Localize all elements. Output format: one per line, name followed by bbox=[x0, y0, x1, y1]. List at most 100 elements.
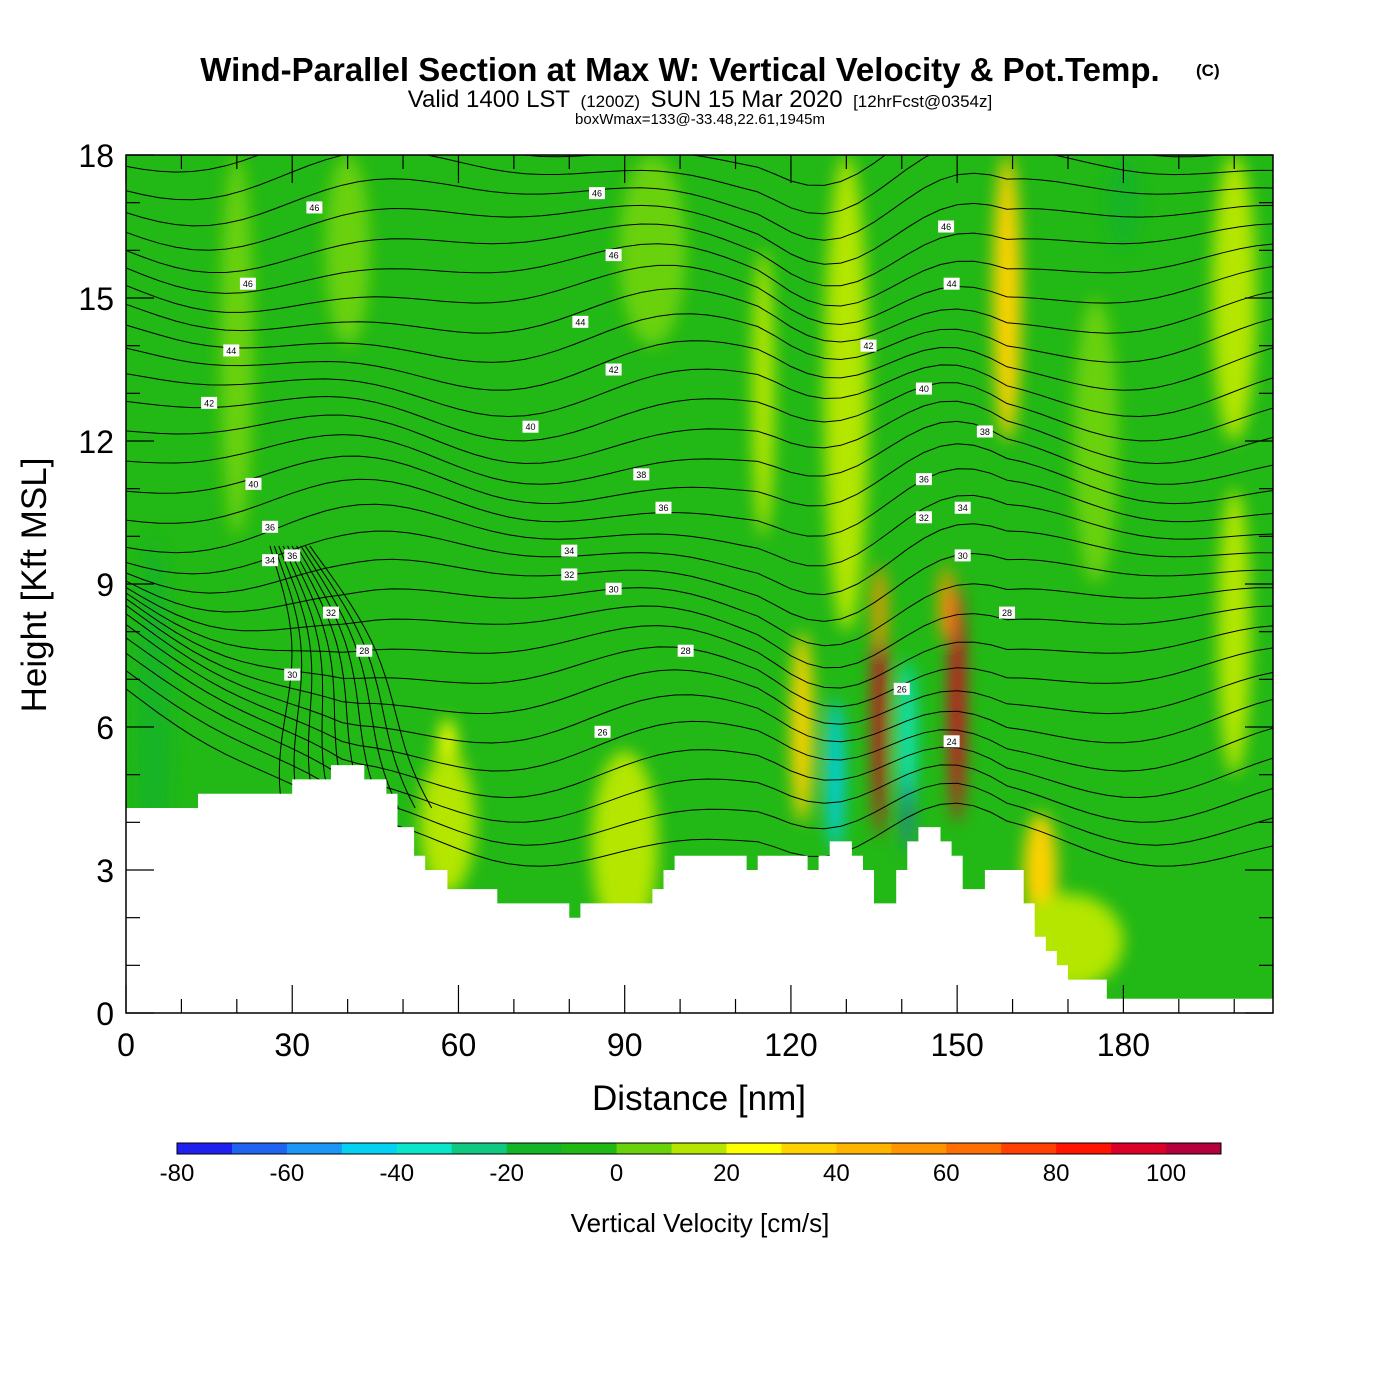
colorbar-swatch bbox=[1056, 1143, 1112, 1154]
contour-label-box bbox=[893, 682, 910, 695]
theta-contours bbox=[126, 155, 1273, 867]
colorbar-swatch bbox=[1001, 1143, 1057, 1154]
contour-label-text: 40 bbox=[525, 422, 535, 432]
theta-contour bbox=[287, 545, 350, 809]
theta-contour bbox=[126, 580, 1273, 647]
velocity-cell bbox=[872, 564, 887, 651]
contour-label-text: 40 bbox=[248, 479, 258, 489]
contour-label-box bbox=[262, 520, 279, 533]
theta-contour bbox=[296, 545, 383, 809]
x-tick-label: 120 bbox=[764, 1027, 817, 1063]
contour-label-box bbox=[284, 668, 301, 681]
plot-area: 46 46 46 46 46 44 44 44 42 42 42 40 40 38 40 38 36 36 36 34… bbox=[126, 155, 1273, 1013]
contour-label-text: 32 bbox=[326, 608, 336, 618]
y-axis-label: Height [Kft MSL] bbox=[15, 458, 54, 713]
theta-contour bbox=[126, 652, 1273, 823]
theta-contour bbox=[126, 287, 1273, 343]
colorbar-swatch bbox=[726, 1143, 782, 1154]
theta-contour bbox=[126, 243, 1273, 307]
theta-contour-labels: 46 46 46 46 46 44 44 44 42 42 42 40 40 38 40 38 36 36 36 34… bbox=[201, 187, 1016, 748]
contour-label-box bbox=[594, 725, 611, 738]
contour-label-text: 34 bbox=[958, 503, 968, 513]
subtitle-forecast: [12hrFcst@0354z] bbox=[853, 92, 992, 111]
contour-label: 40 bbox=[915, 382, 932, 395]
contour-label-box bbox=[561, 544, 578, 557]
contour-label-box bbox=[915, 473, 932, 486]
velocity-cell bbox=[903, 774, 911, 851]
theta-contour bbox=[126, 494, 1273, 567]
x-tick-label: 90 bbox=[607, 1027, 643, 1063]
contour-label-text: 42 bbox=[204, 398, 214, 408]
contour-label-text: 46 bbox=[309, 203, 319, 213]
theta-contour bbox=[126, 443, 1273, 507]
theta-contour bbox=[273, 545, 303, 809]
colorbar-swatch bbox=[616, 1143, 673, 1154]
contour-label: 30 bbox=[605, 582, 622, 595]
theta-contour bbox=[300, 545, 399, 809]
contour-label-text: 46 bbox=[592, 189, 602, 199]
contour-label-text: 44 bbox=[226, 346, 236, 356]
colorbar-swatch bbox=[451, 1143, 508, 1154]
colorbar-swatch bbox=[396, 1143, 453, 1154]
contour-label-text: 34 bbox=[265, 556, 275, 566]
y-tick-label: 3 bbox=[96, 853, 114, 889]
contour-label-box bbox=[284, 549, 301, 562]
contour-label-box bbox=[605, 582, 622, 595]
contour-label-text: 36 bbox=[287, 551, 297, 561]
contour-label: 36 bbox=[915, 473, 932, 486]
colorbar-swatch bbox=[1166, 1143, 1222, 1154]
theta-contour bbox=[126, 604, 1273, 725]
contour-label-box bbox=[954, 501, 971, 514]
colorbar-tick-label: -40 bbox=[379, 1160, 414, 1187]
contour-label-box bbox=[306, 201, 323, 214]
colorbar-swatch bbox=[341, 1143, 398, 1154]
y-tick-label: 12 bbox=[78, 424, 114, 460]
contour-label: 30 bbox=[954, 549, 971, 562]
contour-label-text: 32 bbox=[564, 570, 574, 580]
theta-contour bbox=[126, 382, 1273, 442]
contour-label-text: 24 bbox=[947, 737, 957, 747]
y-tick-label: 6 bbox=[96, 710, 114, 746]
theta-contour bbox=[126, 637, 1273, 799]
colorbar-tick-label: -80 bbox=[160, 1160, 195, 1187]
contour-label: 30 bbox=[284, 668, 301, 681]
theta-contour bbox=[126, 523, 1273, 596]
theta-contour bbox=[126, 598, 1273, 708]
contour-label-box bbox=[262, 554, 279, 567]
contour-label-box bbox=[677, 644, 694, 657]
contour-label-text: 44 bbox=[947, 279, 957, 289]
contour-label-text: 30 bbox=[958, 551, 968, 561]
colorbar-swatch bbox=[561, 1143, 618, 1154]
contour-label-box bbox=[915, 511, 932, 524]
velocity-cell bbox=[826, 698, 844, 851]
chart-subtitle: Valid 1400 LST (1200Z) SUN 15 Mar 2020 [… bbox=[408, 86, 992, 113]
x-axis-label: Distance [nm] bbox=[592, 1079, 806, 1118]
colorbar-swatch bbox=[781, 1143, 837, 1154]
theta-contour bbox=[126, 340, 1273, 391]
colorbar-tick-label: 40 bbox=[823, 1160, 850, 1187]
contour-label-text: 36 bbox=[919, 475, 929, 485]
colorbar-tick-label: 0 bbox=[610, 1160, 623, 1187]
contour-label: 32 bbox=[323, 606, 340, 619]
contour-label-text: 30 bbox=[609, 584, 619, 594]
contour-label: 44 bbox=[943, 277, 960, 290]
theta-contour bbox=[126, 202, 1273, 265]
x-tick-label: 0 bbox=[117, 1027, 135, 1063]
theta-contour bbox=[126, 624, 1273, 772]
colorbar-tick-labels: -80 -60 -40 -20 0 20 40 60 80 100 bbox=[160, 1160, 1186, 1187]
colorbar-tick-label: 60 bbox=[933, 1160, 960, 1187]
theta-contour bbox=[309, 545, 433, 809]
contour-label-box bbox=[633, 468, 650, 481]
contour-label-text: 26 bbox=[598, 727, 608, 737]
contour-label: 38 bbox=[633, 468, 650, 481]
velocity-cell bbox=[591, 750, 658, 942]
contour-label: 28 bbox=[999, 606, 1016, 619]
theta-contour bbox=[126, 552, 1273, 622]
contour-label-box bbox=[572, 315, 589, 328]
contour-label: 42 bbox=[201, 396, 218, 409]
contour-label-box bbox=[223, 344, 240, 357]
contour-label-box bbox=[561, 568, 578, 581]
contour-label-text: 38 bbox=[980, 427, 990, 437]
contour-label: 42 bbox=[605, 363, 622, 376]
